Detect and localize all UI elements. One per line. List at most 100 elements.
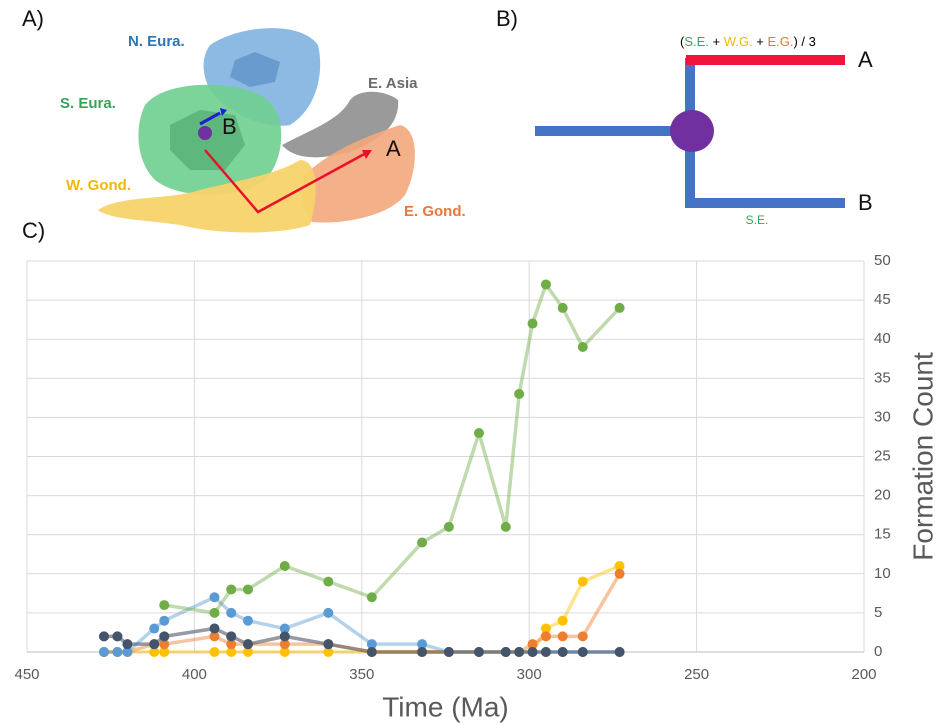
data-point: [226, 631, 237, 642]
region-label: W. Gond.: [66, 177, 131, 194]
x-axis-title: Time (Ma): [382, 691, 509, 722]
data-point: [242, 584, 253, 595]
data-point: [209, 623, 220, 634]
data-point: [209, 607, 220, 618]
data-point: [540, 647, 551, 657]
y-axis-title: Formation Count: [907, 352, 938, 561]
data-point: [443, 647, 454, 657]
data-point: [614, 647, 625, 657]
region-label: E. Asia: [368, 75, 418, 92]
data-point: [557, 615, 568, 626]
data-point: [417, 639, 428, 650]
y-tick-label: 30: [874, 408, 891, 425]
data-point: [209, 592, 220, 603]
data-point: [99, 647, 110, 657]
data-point: [149, 623, 160, 634]
data-point: [99, 631, 110, 642]
y-tick-label: 50: [874, 252, 891, 269]
data-point: [159, 615, 170, 626]
data-point: [323, 639, 334, 650]
data-point: [540, 623, 551, 634]
data-point: [500, 647, 511, 657]
x-tick-label: 300: [517, 666, 542, 683]
data-point: [209, 631, 220, 642]
data-point: [159, 639, 170, 650]
data-point: [112, 631, 123, 642]
region-label: E. Gond.: [404, 203, 466, 220]
data-point: [159, 600, 170, 611]
series-line: [163, 282, 621, 615]
x-tick-label: 350: [349, 666, 374, 683]
data-point: [279, 560, 290, 571]
data-point: [540, 279, 551, 290]
x-tick-label: 200: [851, 666, 876, 683]
data-point: [577, 342, 588, 353]
data-point: [242, 639, 253, 650]
data-point: [540, 631, 551, 642]
y-tick-label: 20: [874, 487, 891, 504]
data-point: [122, 639, 133, 650]
data-point: [500, 521, 511, 532]
formula-part: +: [709, 34, 724, 49]
y-tick-label: 25: [874, 447, 891, 464]
data-point: [279, 623, 290, 634]
data-point: [366, 647, 377, 657]
formula-part: (: [680, 34, 685, 49]
formula-part: +: [753, 34, 768, 49]
data-point: [149, 647, 160, 657]
y-tick-label: 0: [874, 643, 882, 660]
data-point: [279, 639, 290, 650]
y-tick-label: 15: [874, 526, 891, 543]
data-point: [527, 639, 538, 650]
data-point: [514, 647, 525, 657]
data-point: [226, 607, 237, 618]
data-point: [242, 647, 253, 657]
data-point: [557, 631, 568, 642]
y-tick-label: 10: [874, 565, 891, 582]
data-point: [226, 639, 237, 650]
formula-part: W.G.: [724, 34, 753, 49]
point-label: B: [222, 114, 237, 139]
data-point: [323, 607, 334, 618]
data-point: [159, 647, 170, 657]
point-label: A: [386, 136, 401, 161]
data-point: [527, 647, 538, 657]
data-point: [557, 647, 568, 657]
formula-part: ) / 3: [793, 34, 815, 49]
data-point: [226, 584, 237, 595]
panel-label: B): [496, 6, 518, 31]
data-point: [577, 631, 588, 642]
region-label: S. Eura.: [60, 95, 116, 112]
panel-label: A): [22, 6, 44, 31]
tree: [535, 55, 845, 208]
data-point: [577, 576, 588, 587]
formula: (S.E. + W.G. + E.G.) / 3: [680, 34, 816, 49]
data-point: [577, 647, 588, 657]
data-point: [366, 592, 377, 603]
data-point: [226, 647, 237, 657]
y-tick-label: 40: [874, 330, 891, 347]
x-tick-label: 400: [182, 666, 207, 683]
data-point: [159, 631, 170, 642]
formula-part: E.G.: [767, 34, 793, 49]
data-point: [366, 639, 377, 650]
data-point: [417, 537, 428, 548]
formula-part: S.E.: [684, 34, 709, 49]
data-point: [323, 647, 334, 657]
data-point: [149, 639, 160, 650]
x-tick-label: 250: [684, 666, 709, 683]
data-point: [417, 647, 428, 657]
map: [98, 28, 415, 233]
data-point: [279, 631, 290, 642]
data-point: [473, 428, 484, 439]
x-tick-label: 450: [14, 666, 39, 683]
data-point: [557, 302, 568, 313]
y-tick-label: 45: [874, 291, 891, 308]
data-point: [209, 647, 220, 657]
data-point: [527, 318, 538, 329]
data-point: [112, 647, 123, 657]
data-point: [122, 647, 133, 657]
y-tick-label: 35: [874, 369, 891, 386]
tip-label: B: [858, 190, 873, 215]
